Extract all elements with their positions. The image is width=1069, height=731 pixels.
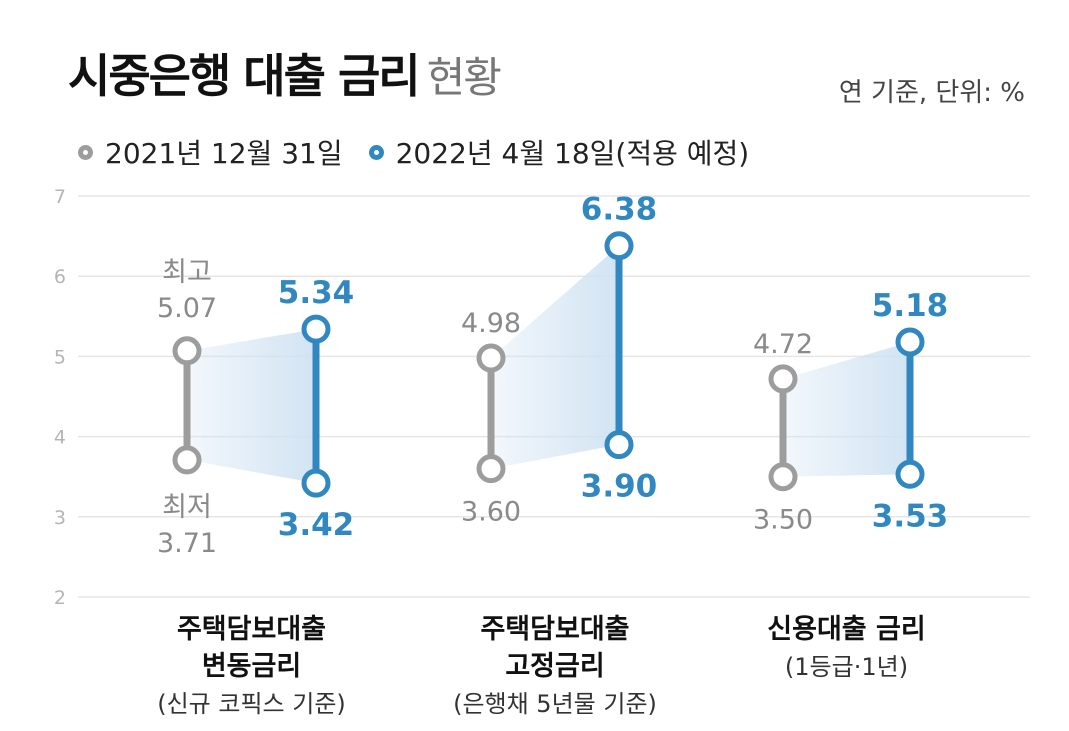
old-low-label: 3.71 <box>157 528 217 559</box>
old-low-point <box>172 445 202 475</box>
old-low-point <box>476 454 506 484</box>
new-high-label: 5.34 <box>278 275 355 311</box>
y-tick-label: 4 <box>54 427 66 449</box>
legend-marker-blue <box>368 144 384 160</box>
old-high-point <box>476 343 506 373</box>
y-tick-label: 5 <box>54 346 66 368</box>
old-low-label: 3.50 <box>753 505 813 536</box>
category-note: (신규 코픽스 기준) <box>157 690 346 718</box>
legend-label-2022: 2022년 4월 18일(적용 예정) <box>395 137 750 170</box>
chart-title: 시중은행 대출 금리 <box>68 49 421 103</box>
category-label: 주택담보대출 <box>177 614 326 645</box>
chart-title-block: 시중은행 대출 금리 현황 <box>68 40 502 106</box>
old-low-caption: 최저 <box>162 492 212 523</box>
legend-label-2021: 2021년 12월 31일 <box>105 137 343 170</box>
y-tick-label: 2 <box>54 587 66 609</box>
y-tick-label: 7 <box>54 186 66 208</box>
unit-note: 연 기준, 단위: % <box>838 78 1025 108</box>
new-high-point <box>604 231 634 261</box>
legend: 2021년 12월 31일 2022년 4월 18일(적용 예정) <box>78 132 775 172</box>
new-high-point <box>895 327 925 357</box>
category-label: 변동금리 <box>202 651 301 682</box>
category-note: (1등급·1년) <box>785 653 908 681</box>
range-band <box>783 341 910 477</box>
new-low-label: 3.90 <box>581 469 658 505</box>
y-tick-label: 3 <box>54 507 66 529</box>
legend-item-2022: 2022년 4월 18일(적용 예정) <box>368 132 750 172</box>
old-high-point <box>768 364 798 394</box>
category-note: (은행채 5년물 기준) <box>453 690 657 718</box>
new-high-label: 5.18 <box>872 288 949 324</box>
old-high-label: 5.07 <box>157 293 217 324</box>
old-high-point <box>172 336 202 366</box>
new-low-point <box>604 430 634 460</box>
legend-marker-gray <box>78 144 93 160</box>
category-label: 주택담보대출 <box>480 614 629 645</box>
old-high-caption: 최고 <box>162 257 212 288</box>
new-low-point <box>301 468 331 498</box>
old-low-point <box>768 462 798 492</box>
range-band <box>491 245 619 469</box>
category-label: 신용대출 금리 <box>767 614 925 645</box>
legend-item-2021: 2021년 12월 31일 <box>78 132 343 172</box>
range-band <box>187 329 316 484</box>
new-high-label: 6.38 <box>581 192 658 228</box>
new-low-point <box>895 459 925 489</box>
old-high-label: 4.72 <box>753 329 813 360</box>
y-tick-label: 6 <box>54 266 66 288</box>
old-high-label: 4.98 <box>461 308 521 339</box>
old-low-label: 3.60 <box>461 497 521 528</box>
new-high-point <box>301 314 331 344</box>
new-low-label: 3.42 <box>278 507 355 543</box>
category-label: 고정금리 <box>505 651 604 682</box>
new-low-label: 3.53 <box>872 498 949 534</box>
chart-subtitle: 현황 <box>426 53 502 102</box>
